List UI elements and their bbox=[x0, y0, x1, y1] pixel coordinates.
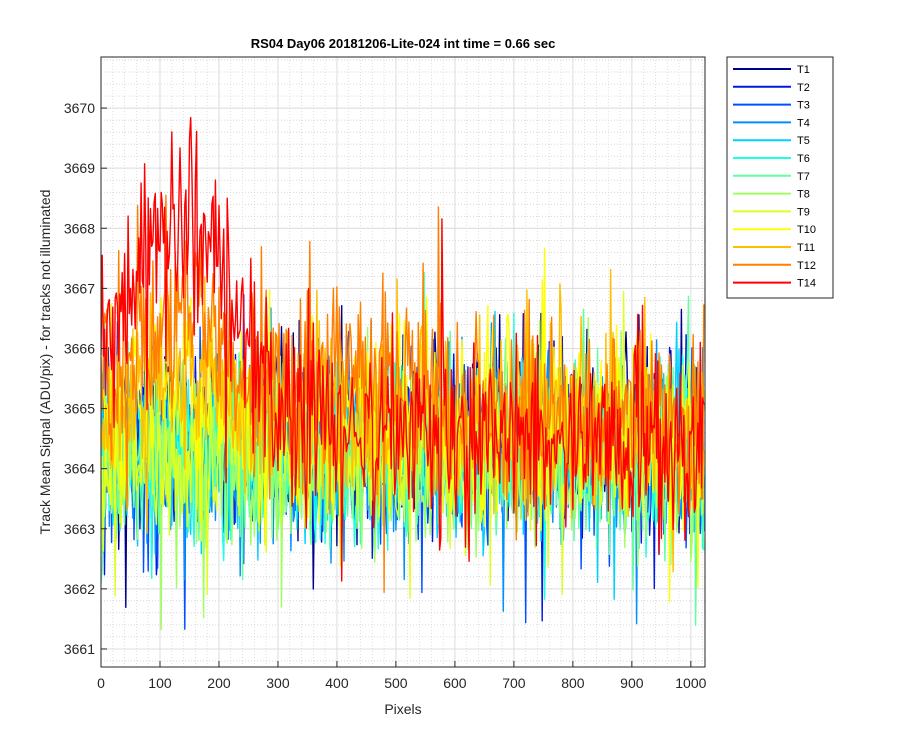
y-tick-label: 3667 bbox=[64, 280, 95, 296]
legend-label-t1: T1 bbox=[797, 64, 810, 76]
x-tick-label: 600 bbox=[443, 675, 467, 691]
x-tick-label: 200 bbox=[207, 675, 231, 691]
legend-label-t3: T3 bbox=[797, 100, 810, 112]
series-line-t12 bbox=[101, 194, 705, 594]
y-tick-label: 3666 bbox=[64, 340, 95, 356]
y-tick-label: 3662 bbox=[64, 581, 95, 597]
y-axis: 3661 3662 3663 3664 3665 3666 3667 3668 3669 3670 bbox=[64, 100, 107, 657]
y-tick-label: 3669 bbox=[64, 160, 95, 176]
y-tick-label: 3664 bbox=[64, 461, 95, 477]
legend-label-t10: T10 bbox=[797, 224, 816, 236]
y-tick-label: 3668 bbox=[64, 220, 95, 236]
x-axis: 0 100 200 300 400 500 600 700 800 900 1000 bbox=[97, 661, 707, 691]
legend-box bbox=[726, 56, 834, 299]
x-tick-label: 1000 bbox=[675, 675, 706, 691]
y-tick-label: 3663 bbox=[64, 521, 95, 537]
legend-label-t11: T11 bbox=[797, 242, 815, 254]
x-tick-label: 800 bbox=[561, 675, 585, 691]
legend-label-t6: T6 bbox=[797, 153, 810, 165]
x-axis-label: Pixels bbox=[384, 701, 421, 717]
legend-label-t14: T14 bbox=[797, 278, 816, 290]
x-tick-label: 300 bbox=[266, 675, 290, 691]
legend-label-t2: T2 bbox=[797, 82, 810, 94]
x-tick-label: 700 bbox=[502, 675, 526, 691]
legend-label-t7: T7 bbox=[797, 171, 810, 183]
series-layer bbox=[101, 116, 705, 631]
series-line-t8 bbox=[101, 316, 705, 631]
y-tick-label: 3665 bbox=[64, 401, 95, 417]
legend-label-t5: T5 bbox=[797, 135, 810, 147]
y-axis-label: Track Mean Signal (ADU/pix) - for tracks… bbox=[37, 190, 53, 535]
legend: T1 T2 T3 T4 T5 T6 T7 T8 T9 T10 T11 T12 T14 bbox=[726, 56, 834, 299]
x-tick-label: 0 bbox=[97, 675, 105, 691]
plot-frame bbox=[100, 56, 706, 668]
legend-label-t4: T4 bbox=[797, 117, 810, 129]
y-tick-label: 3661 bbox=[64, 641, 95, 657]
series-line-t14 bbox=[101, 116, 705, 582]
legend-label-t12: T12 bbox=[797, 260, 816, 272]
chart-title: RS04 Day06 20181206-Lite-024 int time = … bbox=[251, 36, 556, 51]
x-tick-label: 400 bbox=[325, 675, 349, 691]
y-tick-label: 3670 bbox=[64, 100, 95, 116]
x-tick-label: 100 bbox=[148, 675, 172, 691]
legend-label-t9: T9 bbox=[797, 206, 810, 218]
x-tick-label: 900 bbox=[620, 675, 644, 691]
x-tick-label: 500 bbox=[384, 675, 408, 691]
legend-label-t8: T8 bbox=[797, 189, 810, 201]
